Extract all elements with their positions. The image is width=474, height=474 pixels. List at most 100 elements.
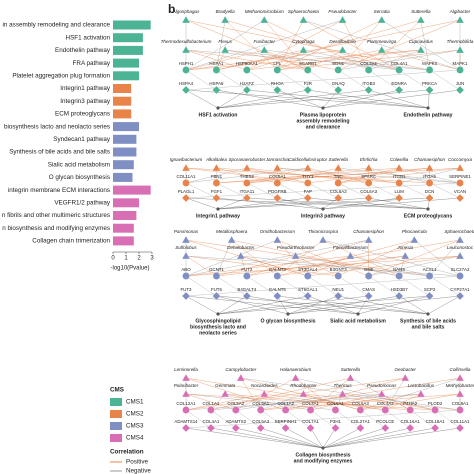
gene-node (331, 423, 340, 433)
edge (368, 255, 461, 277)
edge (287, 295, 339, 315)
gene-node (242, 85, 252, 95)
edge (342, 19, 369, 71)
taxon-label: Chamaesiphon (353, 229, 384, 234)
edge (287, 295, 461, 315)
gene-node (431, 406, 439, 414)
edge (185, 275, 217, 297)
taxon-node (260, 45, 269, 54)
bar (113, 84, 132, 93)
taxon-label: Ornithobacterium (260, 229, 295, 234)
taxon-node (260, 389, 269, 398)
taxon-label: Colwellia (390, 157, 409, 162)
pathway-label: Integrin3 pathway (301, 213, 345, 219)
taxon-node (455, 373, 465, 382)
edge (185, 89, 429, 109)
legend-label: Negative (126, 468, 151, 474)
taxon-label: Parvimonas (174, 229, 199, 234)
edge (307, 295, 359, 315)
edge (217, 89, 308, 109)
gene-node (212, 272, 221, 280)
taxon-label: Cupriavidus (409, 39, 434, 44)
gene-label: FGF1 (211, 189, 223, 194)
gene-label: ACSL1 (423, 267, 437, 272)
taxon-node (400, 251, 410, 260)
gene-node (303, 193, 312, 203)
gene-label: COL16A1 (401, 419, 421, 424)
taxon-label: Ehrlichia (360, 157, 378, 162)
edge (322, 427, 361, 449)
gene-node (256, 423, 265, 433)
edge (216, 239, 232, 277)
gene-label: COL11A1 (177, 174, 197, 179)
taxon-node (181, 389, 191, 398)
gene-node (273, 179, 282, 187)
gene-node (334, 193, 343, 203)
bar (113, 109, 132, 119)
gene-label: COL6A2 (330, 189, 347, 194)
gene-label: DCN (425, 189, 435, 194)
gene-label: GNE (364, 267, 374, 272)
edge (414, 239, 461, 277)
gene-node (381, 423, 390, 433)
taxon-node (416, 45, 426, 54)
gene-label: COL7A1 (302, 419, 319, 424)
gene-node (405, 423, 415, 433)
gene-node (406, 406, 414, 414)
edge (322, 427, 386, 449)
edge (322, 89, 339, 109)
edge (240, 377, 261, 411)
taxon-node (455, 251, 465, 260)
edge (322, 89, 400, 109)
edge (277, 19, 382, 71)
taxon-node (260, 15, 269, 24)
category-label: Sialic acid metabolism (48, 161, 110, 168)
edge (260, 427, 324, 449)
edge (310, 427, 324, 449)
taxon-node (181, 373, 191, 382)
edge (322, 427, 461, 449)
taxon-label: Flexus (218, 39, 232, 44)
edge (307, 49, 343, 71)
gene-label: COL1A2 (277, 401, 294, 406)
gene-label: HSP90AA1 (236, 61, 259, 66)
edge (368, 19, 421, 71)
edge (185, 255, 339, 277)
gene-label: THBS2 (240, 174, 255, 179)
taxon-label: Sutterella (341, 367, 361, 372)
taxon-label: Chamaesiphon (414, 157, 445, 162)
taxon-node (364, 163, 373, 172)
gene-label: COL5A1 (269, 174, 286, 179)
taxon-node (212, 163, 221, 172)
edge (277, 295, 429, 315)
edge (322, 197, 461, 210)
gene-node (243, 272, 251, 280)
gene-node (273, 193, 282, 203)
edge (231, 239, 400, 277)
gene-label: SERPINH1 (275, 419, 298, 424)
gene-node (395, 179, 403, 187)
edge (338, 49, 461, 71)
gene-node (425, 193, 434, 203)
edge (246, 19, 421, 71)
gene-label: COL4A1 (202, 419, 219, 424)
gene-label: GALNT3 (269, 267, 287, 272)
edge (260, 409, 286, 429)
category-label: n fibrils and other multimeric structure… (2, 212, 110, 219)
taxon-node (400, 373, 410, 382)
taxon-label: Thermodesulfobacterium (161, 39, 212, 44)
gene-label: FAP (304, 189, 312, 194)
pathway-label: Sialic acid metabolism (330, 318, 386, 324)
edge (185, 409, 461, 429)
taxon-label: Alkalitalea (205, 157, 227, 162)
edge (185, 427, 324, 449)
gene-label: EDNRA (391, 81, 406, 86)
gene-label: HSPH1 (179, 61, 194, 66)
gene-node (456, 179, 464, 187)
taxon-label: Gemmata (215, 383, 236, 388)
edge (264, 19, 369, 71)
gene-node (395, 272, 403, 280)
edge (235, 393, 343, 411)
taxon-node (338, 15, 347, 24)
edge (240, 255, 308, 277)
